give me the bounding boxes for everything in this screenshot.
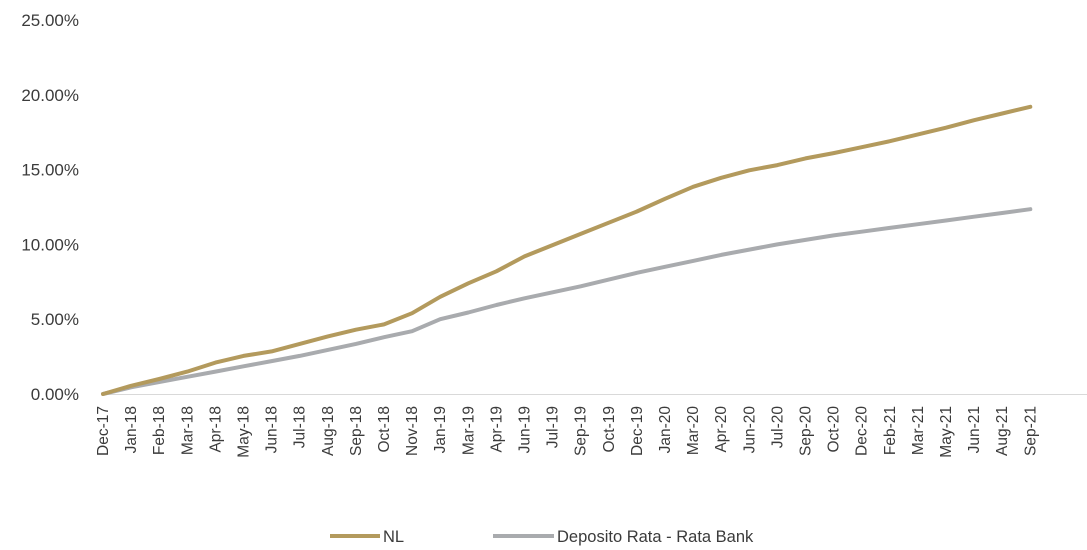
legend: NL Deposito Rata - Rata Bank — [330, 528, 754, 546]
x-tick-label: Mar-18 — [179, 406, 196, 455]
x-tick-label: Oct-20 — [826, 406, 843, 453]
x-tick-label: Dec-20 — [854, 406, 871, 456]
series-line — [101, 104, 1033, 396]
plot-area — [101, 104, 1033, 396]
x-tick-label: Oct-18 — [376, 406, 393, 453]
x-tick-label: Nov-18 — [404, 406, 421, 456]
y-tick-label: 10.00% — [21, 235, 79, 254]
x-tick-label: Sep-20 — [798, 406, 815, 456]
legend-label: NL — [383, 528, 404, 546]
x-tick-label: Feb-21 — [882, 406, 899, 455]
x-tick-label: May-18 — [236, 406, 253, 458]
x-tick-label: Sep-21 — [1022, 406, 1039, 456]
x-tick-label: Feb-18 — [151, 406, 168, 455]
y-tick-label: 25.00% — [21, 11, 79, 30]
y-tick-label: 20.00% — [21, 86, 79, 105]
x-tick-label: Jan-20 — [657, 406, 674, 454]
x-tick-label: Oct-19 — [601, 406, 618, 453]
x-tick-label: Jul-20 — [769, 406, 786, 449]
x-tick-label: Jul-18 — [292, 406, 309, 448]
x-tick-label: Apr-19 — [488, 406, 505, 453]
x-tick-label: Jan-18 — [123, 406, 140, 453]
x-axis: Dec-17 Jan-18 Feb-18 Mar-18 Apr-18 May-18 Jun-… — [95, 406, 1039, 458]
x-tick-label: Jun-20 — [741, 406, 758, 454]
x-tick-label: Aug-18 — [320, 406, 337, 456]
y-tick-label: 0.00% — [31, 385, 79, 404]
x-tick-label: Apr-20 — [713, 406, 730, 453]
x-tick-label: Sep-19 — [573, 406, 590, 456]
x-tick-label: Jun-21 — [966, 406, 983, 453]
x-tick-label: Dec-19 — [629, 406, 646, 456]
y-axis: 0.00% 5.00% 10.00% 15.00% 20.00% 25.00% — [21, 11, 79, 404]
y-tick-label: 5.00% — [31, 310, 79, 329]
y-tick-label: 15.00% — [21, 161, 79, 180]
x-tick-label: Mar-21 — [910, 406, 927, 455]
x-tick-label: Mar-20 — [685, 406, 702, 455]
x-tick-label: Apr-18 — [207, 406, 224, 453]
x-tick-label: Jan-19 — [432, 406, 449, 453]
x-tick-label: Dec-17 — [95, 406, 112, 456]
x-tick-label: Sep-18 — [348, 406, 365, 456]
x-tick-label: May-21 — [938, 406, 955, 458]
legend-label: Deposito Rata - Rata Bank — [557, 528, 754, 546]
x-tick-label: Jun-18 — [264, 406, 281, 453]
x-tick-label: Jun-19 — [517, 406, 534, 453]
x-tick-label: Aug-21 — [994, 406, 1011, 456]
x-tick-label: Mar-19 — [460, 406, 477, 455]
series-line — [101, 207, 1033, 396]
x-tick-label: Jul-19 — [545, 406, 562, 448]
